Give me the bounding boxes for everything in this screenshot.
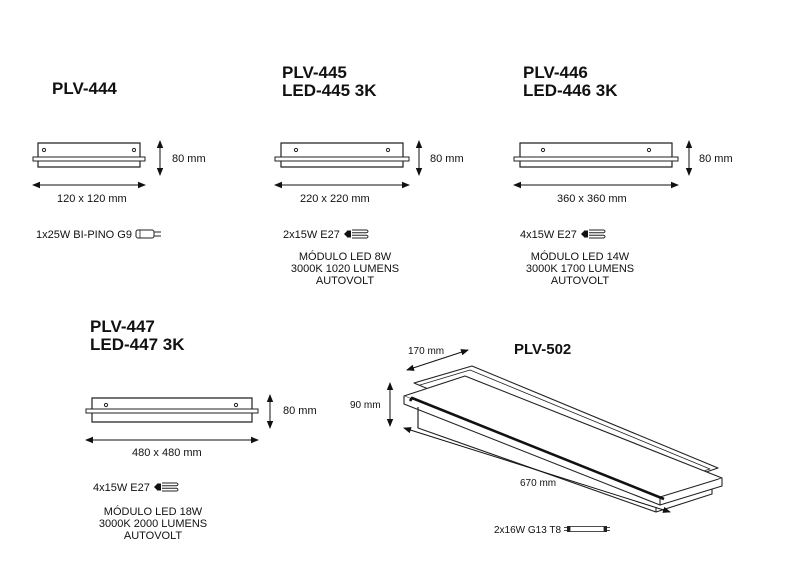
plv-502-fixture-drawing — [404, 366, 722, 512]
plv-446-dimension-lines — [513, 140, 693, 189]
lamp-spec: 1x25W BI-PINO G9 — [36, 228, 165, 241]
lamp-spec-text: 2x15W E27 — [283, 229, 340, 241]
plv-446-fixture-drawing — [514, 143, 678, 167]
lamp-spec-text: 2x16W G13 T8 — [494, 525, 562, 536]
length-dimension-label: 670 mm — [520, 478, 557, 489]
lamp-spec: 4x15W E27 — [93, 481, 179, 494]
plv-447-fixture-drawing — [86, 398, 258, 422]
height-dimension-label: 80 mm — [283, 405, 317, 417]
plv-502-dimension-lines — [386, 349, 671, 513]
led-module-voltage: AUTOVOLT — [550, 275, 610, 287]
product-title: PLV-502 — [514, 341, 571, 359]
led-module-spec: MÓDULO LED 14W 3000K 1700 LUMENS AUTOVOL… — [505, 251, 655, 287]
plv-445-fixture-drawing — [275, 143, 409, 167]
product-code: PLV-447 — [90, 317, 155, 336]
product-code: PLV-502 — [514, 341, 572, 358]
led-module-lumens: 3000K 2000 LUMENS — [98, 518, 208, 530]
led-module-lumens: 3000K 1020 LUMENS — [290, 263, 400, 275]
lamp-spec: 2x16W G13 T8 — [494, 525, 610, 537]
plv-444-fixture-drawing — [33, 143, 145, 167]
t8-fluorescent-tube-icon — [563, 526, 610, 532]
height-dimension-label: 80 mm — [172, 153, 206, 165]
width-dimension-label: 120 x 120 mm — [57, 193, 127, 205]
height-dimension-label: 80 mm — [430, 153, 464, 165]
width-dimension-label: 480 x 480 mm — [132, 447, 202, 459]
plv-447-dimension-lines — [85, 394, 274, 444]
led-module-lumens: 3000K 1700 LUMENS — [525, 263, 635, 275]
lamp-spec: 4x15W E27 — [520, 228, 606, 241]
led-module-power: MÓDULO LED 18W — [103, 506, 203, 518]
product-title: PLV-447 LED-447 3K — [90, 318, 184, 354]
led-module-voltage: AUTOVOLT — [315, 275, 375, 287]
product-code-led: LED-447 3K — [90, 335, 185, 354]
product-code-led: LED-445 3K — [282, 81, 377, 100]
product-title: PLV-446 LED-446 3K — [523, 64, 617, 100]
product-code-led: LED-446 3K — [523, 81, 618, 100]
plv-445-dimension-lines — [274, 140, 423, 189]
product-code: PLV-446 — [523, 63, 588, 82]
lamp-spec-text: 1x25W BI-PINO G9 — [36, 229, 132, 241]
product-code: PLV-445 — [282, 63, 347, 82]
led-module-power: MÓDULO LED 14W — [530, 251, 630, 263]
g9-bipin-bulb-icon — [135, 229, 162, 239]
lamp-spec-text: 4x15W E27 — [93, 482, 150, 494]
plv-444-dimension-lines — [32, 140, 164, 189]
led-module-spec: MÓDULO LED 8W 3000K 1020 LUMENS AUTOVOLT — [270, 251, 420, 287]
lamp-spec: 2x15W E27 — [283, 228, 369, 241]
lamp-spec-text: 4x15W E27 — [520, 229, 577, 241]
height-dimension-label: 80 mm — [699, 153, 733, 165]
width-dimension-label: 170 mm — [408, 346, 445, 357]
led-module-spec: MÓDULO LED 18W 3000K 2000 LUMENS AUTOVOL… — [78, 506, 228, 542]
e27-cfl-bulb-icon — [153, 482, 179, 492]
product-code: PLV-444 — [52, 79, 117, 98]
e27-cfl-bulb-icon — [343, 229, 369, 239]
width-dimension-label: 220 x 220 mm — [300, 193, 370, 205]
product-title: PLV-445 LED-445 3K — [282, 64, 376, 100]
product-title: PLV-444 — [52, 80, 117, 98]
led-module-voltage: AUTOVOLT — [123, 530, 183, 542]
width-dimension-label: 360 x 360 mm — [557, 193, 627, 205]
height-dimension-label: 90 mm — [350, 400, 381, 411]
e27-cfl-bulb-icon — [580, 229, 606, 239]
led-module-power: MÓDULO LED 8W — [298, 251, 392, 263]
